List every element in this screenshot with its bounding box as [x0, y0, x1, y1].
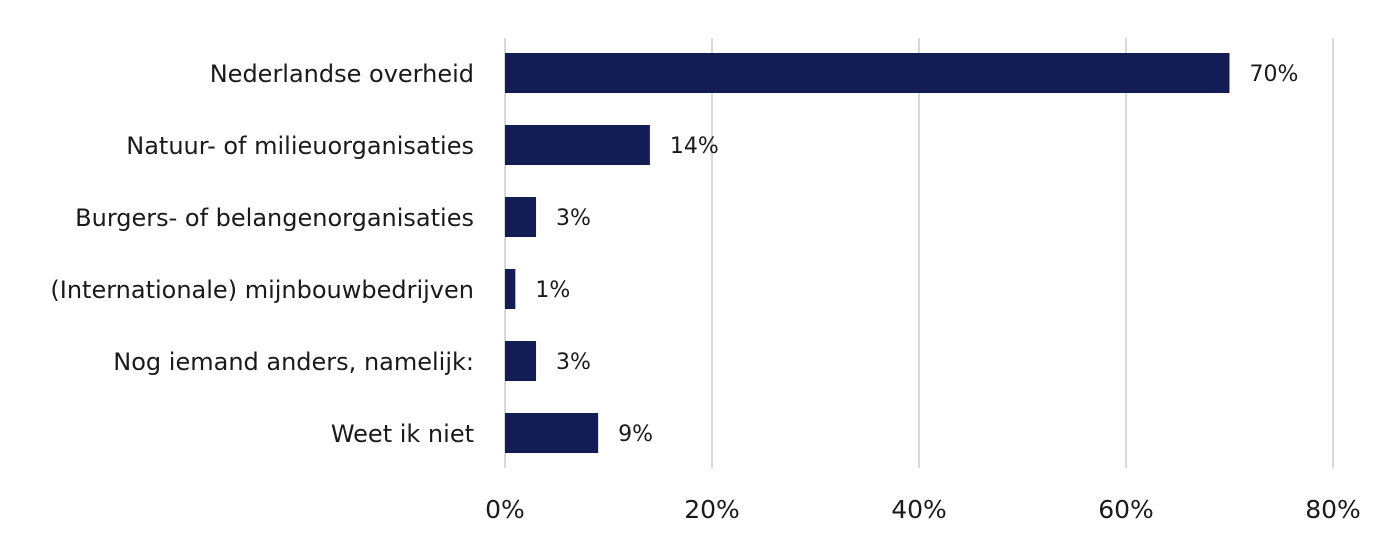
bar-layer	[505, 53, 1230, 453]
data-label: 3%	[556, 206, 591, 231]
category-label: Burgers- of belangenorganisaties	[75, 204, 474, 232]
x-tick-label: 0%	[485, 495, 525, 524]
x-tick-label: 60%	[1098, 495, 1154, 524]
category-label: Nog iemand anders, namelijk:	[113, 348, 474, 376]
x-tick-label: 80%	[1305, 495, 1361, 524]
bar	[505, 413, 599, 453]
data-label: 1%	[535, 278, 570, 303]
x-tick-label: 20%	[684, 495, 740, 524]
data-label: 14%	[670, 134, 719, 159]
bar	[505, 197, 537, 237]
category-label: (Internationale) mijnbouwbedrijven	[50, 276, 474, 304]
bar	[505, 53, 1230, 93]
bar	[505, 341, 537, 381]
category-label: Natuur- of milieuorganisaties	[126, 132, 474, 160]
x-tick-label: 40%	[891, 495, 947, 524]
bar	[505, 125, 650, 165]
bar	[505, 269, 516, 309]
x-axis-ticks: 0% 20% 40% 60% 80%	[485, 495, 1361, 524]
grid-layer	[504, 38, 1334, 468]
data-label: 9%	[618, 422, 653, 447]
category-label: Nederlandse overheid	[210, 60, 474, 88]
category-label: Weet ik niet	[331, 420, 474, 448]
data-label: 3%	[556, 350, 591, 375]
data-label: 70%	[1250, 62, 1299, 87]
label-layer: Nederlandse overheid 70% Natuur- of milieu…	[50, 60, 1298, 448]
